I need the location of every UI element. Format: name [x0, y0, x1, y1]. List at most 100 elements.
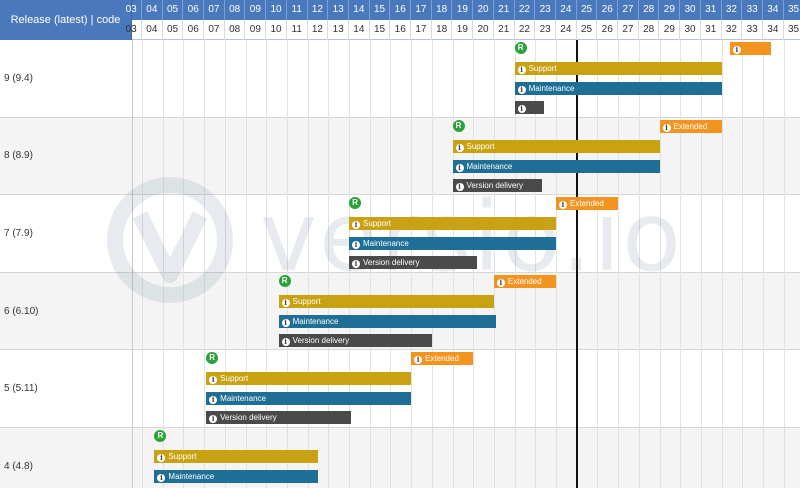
- info-icon[interactable]: i: [209, 396, 218, 405]
- support-bar[interactable]: i Support: [452, 139, 660, 153]
- period-header-top-05: 05: [163, 0, 184, 20]
- version-delivery-bar[interactable]: i Version delivery: [349, 256, 478, 270]
- bar-label: Support: [220, 374, 249, 384]
- extended-bar[interactable]: i Extended: [659, 119, 722, 133]
- period-header-bottom-05: 05: [163, 20, 184, 40]
- extended-bar[interactable]: i Extended: [493, 274, 556, 288]
- period-header-bottom-20: 20: [473, 20, 494, 40]
- info-icon[interactable]: i: [559, 201, 567, 210]
- release-label: 5 (5.11): [4, 383, 38, 395]
- period-header-top-35: 35: [784, 0, 800, 20]
- period-header-bottom-16: 16: [390, 20, 412, 40]
- maintenance-bar[interactable]: i Maintenance: [349, 237, 556, 251]
- version-delivery-bar[interactable]: i Version delivery: [278, 333, 432, 347]
- period-header-top-13: 13: [328, 0, 349, 20]
- period-header-top-16: 16: [390, 0, 412, 20]
- info-icon[interactable]: i: [281, 318, 290, 327]
- info-icon[interactable]: i: [352, 241, 360, 250]
- period-header-top-24: 24: [556, 0, 577, 20]
- period-header-top-30: 30: [680, 0, 701, 20]
- version-delivery-bar[interactable]: i: [514, 101, 544, 114]
- extended-bar[interactable]: i: [729, 42, 772, 55]
- info-icon[interactable]: i: [662, 123, 671, 132]
- info-icon[interactable]: i: [414, 356, 423, 365]
- info-icon[interactable]: i: [157, 474, 166, 482]
- release-marker[interactable]: R: [154, 430, 167, 442]
- period-header-bottom-31: 31: [701, 20, 722, 40]
- bar-label: Support: [292, 296, 321, 306]
- bar-label: Version delivery: [220, 413, 277, 423]
- period-header-top-09: 09: [246, 0, 267, 20]
- grid-line: [142, 40, 143, 488]
- info-icon[interactable]: i: [496, 278, 505, 287]
- info-icon[interactable]: i: [455, 182, 464, 191]
- info-icon[interactable]: i: [517, 105, 526, 113]
- maintenance-bar[interactable]: i Maintenance: [154, 470, 318, 483]
- release-label: 4 (4.8): [4, 460, 33, 472]
- info-icon[interactable]: i: [732, 46, 741, 54]
- bar-label: Maintenance: [292, 316, 339, 326]
- period-header-bottom-21: 21: [494, 20, 515, 40]
- info-icon[interactable]: i: [209, 376, 218, 385]
- grid-line: [783, 40, 785, 488]
- release-marker[interactable]: R: [278, 274, 291, 287]
- grid-line: [224, 40, 226, 488]
- period-header-bottom-29: 29: [660, 20, 681, 40]
- period-header-top-26: 26: [597, 0, 619, 20]
- period-header-top-20: 20: [473, 0, 494, 20]
- maintenance-bar[interactable]: i Maintenance: [514, 82, 722, 95]
- info-icon[interactable]: i: [517, 66, 526, 74]
- period-header-bottom-24: 24: [556, 20, 577, 40]
- extended-bar[interactable]: i Extended: [411, 352, 474, 366]
- period-header-top-07: 07: [204, 0, 225, 20]
- bar-label: Support: [528, 64, 557, 73]
- grid-line: [618, 40, 620, 488]
- info-icon[interactable]: i: [352, 260, 360, 269]
- release-marker[interactable]: R: [514, 42, 527, 54]
- period-header-bottom-04: 04: [142, 20, 163, 40]
- version-delivery-bar[interactable]: i Version delivery: [206, 411, 352, 425]
- info-icon[interactable]: i: [455, 143, 464, 152]
- info-icon[interactable]: i: [517, 86, 526, 94]
- period-header-top-23: 23: [535, 0, 556, 20]
- support-bar[interactable]: i Support: [154, 450, 318, 463]
- release-marker[interactable]: R: [206, 352, 219, 365]
- period-header-bottom-03: 03: [121, 20, 142, 40]
- bar-label: Support: [466, 141, 495, 151]
- info-icon[interactable]: i: [281, 337, 290, 346]
- info-icon[interactable]: i: [455, 163, 464, 172]
- info-icon[interactable]: i: [157, 454, 166, 462]
- release-marker[interactable]: R: [349, 197, 361, 210]
- release-marker[interactable]: R: [452, 119, 465, 132]
- extended-bar[interactable]: i Extended: [556, 197, 619, 211]
- maintenance-bar[interactable]: i Maintenance: [452, 159, 660, 173]
- info-icon[interactable]: i: [281, 298, 290, 307]
- version-delivery-bar[interactable]: i Version delivery: [452, 178, 542, 192]
- grid-line: [514, 40, 516, 488]
- period-header-bottom-34: 34: [763, 20, 784, 40]
- support-bar[interactable]: i Support: [349, 217, 556, 231]
- bar-label: Extended: [673, 121, 708, 131]
- period-header-top-11: 11: [287, 0, 308, 20]
- info-icon[interactable]: i: [352, 221, 360, 230]
- bar-label: Maintenance: [168, 472, 215, 481]
- grid-line: [286, 40, 288, 488]
- timeline-header-top: 03 04 05 06 07 08 09 10 11 12 13 14 15 16 17 18 19 20 21 22…: [126, 0, 800, 20]
- maintenance-bar[interactable]: i Maintenance: [206, 392, 412, 406]
- grid-line: [328, 40, 330, 488]
- support-bar[interactable]: i Support: [206, 372, 412, 386]
- bar-label: Extended: [425, 354, 459, 364]
- grid-line: [721, 40, 723, 488]
- info-icon[interactable]: i: [209, 415, 218, 424]
- period-header-top-31: 31: [701, 0, 722, 20]
- period-header-top-33: 33: [742, 0, 763, 20]
- period-header-bottom-09: 09: [246, 20, 267, 40]
- support-bar[interactable]: i Support: [278, 294, 494, 308]
- support-bar[interactable]: i Support: [514, 62, 722, 75]
- maintenance-bar[interactable]: i Maintenance: [278, 314, 496, 328]
- grid-line: [597, 40, 599, 488]
- bar-label: Maintenance: [220, 394, 266, 404]
- period-header-bottom-12: 12: [308, 20, 329, 40]
- period-header-top-17: 17: [411, 0, 432, 20]
